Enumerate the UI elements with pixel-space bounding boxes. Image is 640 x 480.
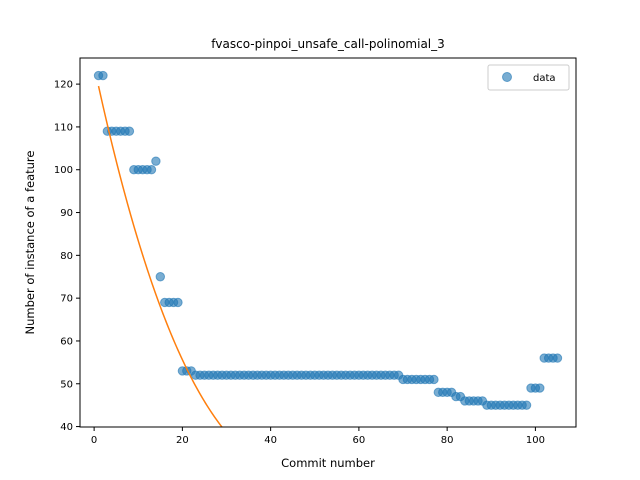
y-tick-label: 120 [54,80,73,91]
y-tick-label: 70 [60,294,73,305]
y-tick-label: 100 [54,165,73,176]
legend-label-data: data [533,73,556,84]
y-axis-label: Number of instance of a feature [23,151,37,335]
y-tick-label: 80 [60,251,73,262]
y-tick-label: 110 [54,122,73,133]
x-tick-label: 80 [441,435,454,446]
data-point [151,156,161,166]
x-tick-label: 20 [176,435,189,446]
chart-title: fvasco-pinpoi_unsafe_call-polinomial_3 [211,37,445,51]
x-tick-label: 60 [353,435,366,446]
data-point [521,400,532,410]
data-point [535,383,545,393]
y-tick-label: 50 [60,379,73,390]
legend-marker [502,72,512,82]
data-point [124,126,135,136]
x-tick-label: 0 [91,435,97,446]
x-tick-label: 40 [264,435,277,446]
axis-ticks: 0 20 40 60 80 100 40 50 60 70 80 90 100 110 120 [54,80,545,446]
data-point [146,165,157,175]
data-point [173,297,183,308]
y-tick-label: 60 [60,336,73,347]
data-point [552,353,563,363]
legend-box [487,64,570,91]
legend: data [487,64,570,91]
data-point [155,272,166,282]
data-point [98,70,108,81]
axes-frame [79,57,577,428]
x-axis-label: Commit number [281,456,375,470]
data-point [429,374,439,385]
y-tick-label: 90 [60,208,73,219]
y-tick-label: 40 [60,422,73,433]
x-tick-label: 100 [526,435,545,446]
fit-line [97,85,223,427]
plot-area [93,70,563,427]
